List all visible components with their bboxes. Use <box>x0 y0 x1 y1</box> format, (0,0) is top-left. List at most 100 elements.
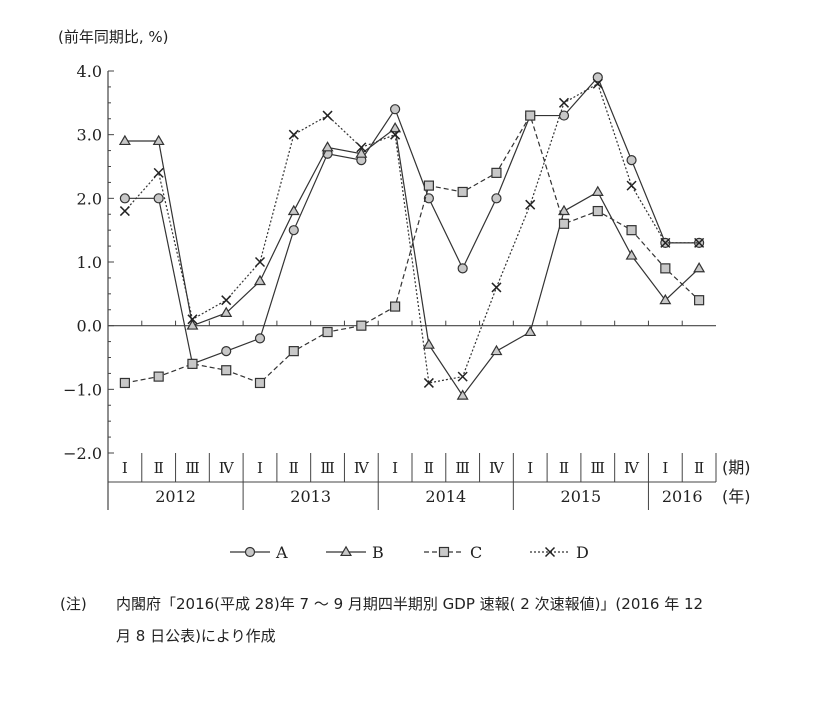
data-point-B <box>456 389 469 400</box>
data-point-C <box>390 301 401 312</box>
x-quarter-label: Ⅳ <box>354 459 370 477</box>
data-point-A <box>491 193 502 204</box>
data-point-C <box>153 371 164 382</box>
series-line-D <box>124 82 700 384</box>
y-tick-label: 0.0 <box>77 317 102 336</box>
legend-item-D: D <box>530 543 589 562</box>
x-year-label: 2015 <box>561 487 602 506</box>
data-point-B <box>186 319 199 330</box>
series-D <box>119 78 705 388</box>
data-point-D <box>626 180 637 191</box>
x-year-label: 2013 <box>290 487 331 506</box>
data-point-D <box>457 371 468 382</box>
data-point-D <box>254 256 266 268</box>
x-period-unit: (期) <box>722 458 751 477</box>
y-tick-label: 1.0 <box>77 253 102 272</box>
x-quarter-label: Ⅳ <box>624 459 640 477</box>
x-quarter-label: Ⅱ <box>694 459 704 477</box>
y-tick-label: −2.0 <box>63 444 102 463</box>
legend-item-A: A <box>230 543 288 562</box>
data-point-C <box>356 320 367 331</box>
data-point-B <box>422 338 435 349</box>
data-point-A <box>288 225 299 236</box>
series-B <box>118 121 706 400</box>
x-quarter-label: Ⅱ <box>424 459 434 477</box>
series-line-A <box>124 76 700 365</box>
data-point-B <box>659 293 672 305</box>
data-point-D <box>592 78 603 89</box>
x-year-label: 2016 <box>662 487 703 506</box>
data-point-D <box>356 142 367 153</box>
data-point-D <box>491 282 502 293</box>
series-line-C <box>124 114 700 384</box>
x-quarter-label: Ⅳ <box>489 459 505 477</box>
data-point-C <box>288 346 299 357</box>
data-point-C <box>322 326 333 338</box>
data-point-B <box>287 204 300 216</box>
data-point-C <box>254 377 266 389</box>
data-point-B <box>625 249 638 260</box>
data-point-D <box>221 295 232 306</box>
series-layer <box>118 72 706 400</box>
data-point-C <box>221 365 232 376</box>
data-point-B <box>524 325 537 337</box>
y-tick-label: 2.0 <box>77 189 102 208</box>
legend-item-B: B <box>326 543 384 562</box>
data-point-D <box>558 97 570 108</box>
note-text-2: 月 8 日公表)により作成 <box>116 627 276 645</box>
legend-label: A <box>275 543 288 562</box>
y-tick-label: 4.0 <box>77 62 102 81</box>
data-point-B <box>321 141 334 152</box>
x-year-unit: (年) <box>722 487 751 506</box>
data-point-B <box>220 306 233 317</box>
data-point-D <box>423 377 434 388</box>
data-point-C <box>457 186 468 198</box>
data-point-C <box>187 358 198 369</box>
y-tick-label: 3.0 <box>77 126 102 145</box>
data-point-C <box>558 218 570 229</box>
x-quarter-label: Ⅰ <box>257 459 263 477</box>
data-point-A <box>423 193 434 204</box>
x-quarter-label: Ⅰ <box>392 459 398 477</box>
data-point-A <box>390 104 401 115</box>
data-point-A <box>626 155 637 166</box>
series-C <box>119 110 705 389</box>
data-point-D <box>187 314 198 325</box>
x-year-label: 2014 <box>425 487 466 506</box>
data-point-A <box>221 346 232 357</box>
y-axis-title: (前年同期比, %) <box>58 28 169 46</box>
x-quarter-label: Ⅳ <box>219 459 235 477</box>
legend-label: D <box>576 543 589 562</box>
x-quarter-label: Ⅲ <box>455 459 469 477</box>
data-point-B <box>389 121 402 133</box>
data-point-D <box>390 129 401 140</box>
data-point-B <box>591 185 604 196</box>
data-point-D <box>525 199 536 210</box>
data-point-B <box>118 134 131 146</box>
data-point-C <box>525 110 536 121</box>
legend-label: C <box>470 543 482 562</box>
legend-label: B <box>372 543 384 562</box>
legend-item-C: C <box>424 543 482 562</box>
x-year-label: 2012 <box>155 487 196 506</box>
legend-marker <box>438 546 450 558</box>
note-text-1: 内閣府「2016(平成 28)年 7 ～ 9 月期四半期別 GDP 速報( 2 … <box>116 595 704 613</box>
x-quarter-label: Ⅲ <box>185 459 199 477</box>
data-point-C <box>694 295 705 306</box>
x-quarter-label: Ⅰ <box>122 459 128 477</box>
y-tick-label: −1.0 <box>63 380 102 399</box>
note-label: (注) <box>60 595 87 613</box>
data-point-B <box>490 344 503 356</box>
legend-marker <box>244 546 256 558</box>
data-point-B <box>254 274 266 286</box>
data-point-A <box>457 263 468 274</box>
x-quarter-label: Ⅱ <box>289 459 299 477</box>
data-point-A <box>254 333 266 344</box>
data-point-C <box>423 180 434 191</box>
data-point-C <box>592 205 603 217</box>
data-point-D <box>153 167 164 178</box>
data-point-C <box>626 225 637 236</box>
x-quarter-label: Ⅲ <box>320 459 334 477</box>
data-point-D <box>322 110 333 121</box>
